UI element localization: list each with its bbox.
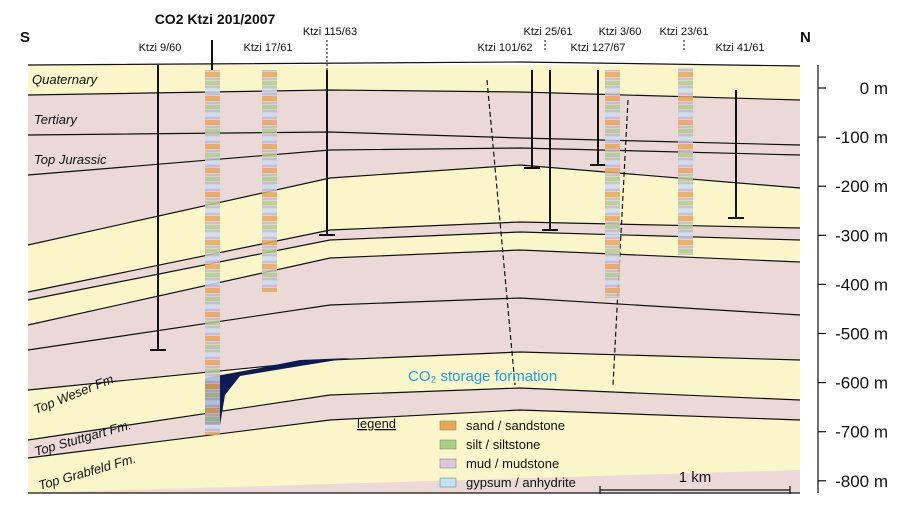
well-label: CO2 Ktzi 201/2007 bbox=[155, 11, 276, 27]
direction-left: S bbox=[20, 29, 30, 46]
legend-title: legend bbox=[357, 416, 396, 431]
well-label: Ktzi 17/61 bbox=[244, 42, 293, 54]
depth-label: 0 m bbox=[860, 79, 888, 98]
depth-axis: 0 m -100 m -200 m -300 m -400 m -500 m -600 m -… bbox=[818, 65, 888, 493]
depth-label: -600 m bbox=[835, 374, 888, 393]
legend-item: sand / sandstone bbox=[466, 418, 565, 433]
depth-label: -400 m bbox=[835, 275, 888, 294]
well-label: Ktzi 127/67 bbox=[570, 42, 625, 54]
well-label: Ktzi 115/63 bbox=[303, 26, 357, 38]
well-label: Ktzi 9/60 bbox=[139, 42, 182, 54]
scale-label: 1 km bbox=[679, 469, 712, 486]
direction-right: N bbox=[800, 29, 811, 46]
storage-annotation: CO₂ storage formation bbox=[408, 368, 557, 385]
legend-item: mud / mudstone bbox=[466, 456, 559, 471]
well-label: Ktzi 3/60 bbox=[599, 26, 642, 38]
depth-label: -100 m bbox=[835, 128, 888, 147]
depth-label: -700 m bbox=[835, 423, 888, 442]
layer-label: Top Jurassic bbox=[34, 152, 107, 167]
cross-section: S N CO2 Ktzi 201/2007 Ktzi 9/60 Ktzi 17/… bbox=[0, 0, 902, 525]
legend-item: gypsum / anhydrite bbox=[466, 475, 576, 490]
legend-item: silt / siltstone bbox=[466, 437, 540, 452]
depth-label: -500 m bbox=[835, 325, 888, 344]
depth-label: -200 m bbox=[835, 177, 888, 196]
layer-label: Quaternary bbox=[32, 72, 99, 87]
well-label: Ktzi 101/62 bbox=[477, 42, 532, 54]
well-label: Ktzi 25/61 bbox=[524, 26, 573, 38]
well-label: Ktzi 23/61 bbox=[660, 26, 709, 38]
well-label: Ktzi 41/61 bbox=[716, 42, 765, 54]
depth-label: -800 m bbox=[835, 472, 888, 491]
depth-label: -300 m bbox=[835, 226, 888, 245]
layer-label: Tertiary bbox=[34, 112, 78, 127]
